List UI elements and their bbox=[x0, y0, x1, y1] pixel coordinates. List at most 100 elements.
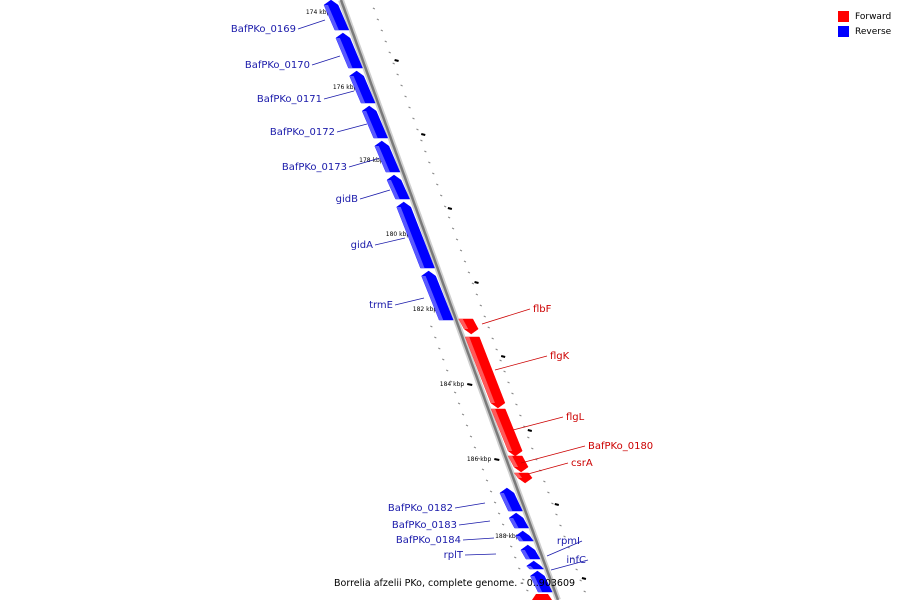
gene-block-BafPKo_0172 bbox=[361, 105, 389, 139]
tick-dot bbox=[392, 62, 395, 65]
tick-dot bbox=[438, 347, 441, 350]
tick-dot bbox=[507, 381, 510, 384]
gene-block-flbF bbox=[458, 318, 479, 335]
kbp-tick-mark bbox=[467, 383, 473, 386]
tick-dot bbox=[372, 7, 376, 10]
tick-dot bbox=[420, 139, 423, 142]
tick-dot bbox=[511, 392, 514, 395]
tick-dot bbox=[380, 29, 384, 32]
tick-dot bbox=[432, 172, 435, 175]
gene-arrow bbox=[361, 105, 389, 139]
gene-highlight bbox=[374, 146, 390, 172]
kbp-tick-label: 184 kbp bbox=[440, 381, 465, 388]
tick-dot bbox=[514, 556, 517, 559]
gene-label-BafPKo_0170: BafPKo_0170 bbox=[245, 60, 310, 71]
gene-label-gidB: gidB bbox=[336, 194, 358, 205]
gene-label-leader bbox=[527, 462, 569, 475]
tick-dot bbox=[489, 490, 493, 493]
tick-dot bbox=[445, 369, 449, 372]
tick-dot bbox=[543, 480, 546, 483]
gene-highlight bbox=[509, 518, 519, 528]
gene-block-gidA bbox=[396, 201, 435, 269]
gene-label-BafPKo_0184: BafPKo_0184 bbox=[396, 535, 461, 546]
tick-dot bbox=[384, 40, 387, 43]
genome-caption: Borrelia afzelii PKo, complete genome. -… bbox=[334, 578, 576, 589]
gene-block-csrA bbox=[513, 472, 533, 484]
gene-block-trmE bbox=[421, 270, 454, 321]
tick-dot bbox=[551, 502, 554, 505]
tick-dot bbox=[559, 524, 562, 527]
gene-label-BafPKo_0183: BafPKo_0183 bbox=[392, 520, 457, 531]
tick-dot bbox=[519, 414, 522, 417]
tick-dot bbox=[531, 447, 534, 450]
gene-arrow bbox=[374, 140, 401, 173]
tick-dot bbox=[424, 150, 427, 153]
gene-label-csrA: csrA bbox=[571, 458, 593, 469]
gene-block-gidB bbox=[386, 174, 410, 200]
legend: Forward Reverse bbox=[838, 9, 891, 39]
gene-label-infC: infC bbox=[566, 555, 586, 566]
tick-dash bbox=[500, 355, 506, 358]
tick-dot bbox=[434, 336, 437, 339]
tick-dot bbox=[453, 391, 457, 394]
gene-highlight bbox=[349, 76, 366, 103]
tick-dot bbox=[461, 413, 465, 416]
tick-dot bbox=[481, 468, 485, 471]
gene-arrow bbox=[526, 560, 545, 570]
legend-forward-label: Forward bbox=[855, 11, 892, 22]
tick-dot bbox=[388, 51, 391, 54]
gene-arrow bbox=[349, 70, 376, 104]
tick-dot bbox=[436, 183, 439, 186]
gene-block-BafPKo_0182 bbox=[499, 487, 523, 512]
tick-dot bbox=[469, 435, 473, 438]
gene-block-BafPKo_0169 bbox=[323, 0, 350, 31]
tick-dash bbox=[554, 503, 560, 506]
legend-reverse: Reverse bbox=[838, 24, 891, 39]
gene-highlight bbox=[362, 111, 378, 138]
kbp-tick-label: 182 kbp bbox=[413, 306, 438, 313]
tick-dot bbox=[451, 227, 455, 230]
tick-dash bbox=[447, 207, 453, 210]
gene-arrow bbox=[464, 336, 506, 409]
tick-dot bbox=[495, 348, 498, 351]
tick-dash bbox=[420, 133, 426, 136]
gene-block-infC bbox=[530, 570, 553, 593]
gene-block-rplT bbox=[520, 544, 541, 560]
gene-label-BafPKo_0182: BafPKo_0182 bbox=[388, 503, 453, 514]
gene-highlight bbox=[458, 319, 469, 329]
tick-dot bbox=[485, 479, 489, 482]
tick-dot bbox=[505, 534, 509, 537]
tick-dot bbox=[479, 304, 483, 307]
tick-dot bbox=[412, 117, 415, 120]
tick-dash bbox=[474, 281, 479, 284]
kbp-tick-mark bbox=[494, 458, 500, 461]
gene-label-leader bbox=[323, 90, 355, 100]
kbp-tick-label: 186 kbp bbox=[467, 456, 492, 463]
gene-block-rpmI bbox=[526, 560, 545, 570]
gene-block-BafPKo_0184 bbox=[515, 530, 534, 542]
gene-label-BafPKo_0172: BafPKo_0172 bbox=[270, 127, 335, 138]
tick-dot bbox=[526, 589, 529, 592]
gene-highlight bbox=[491, 409, 513, 451]
gene-arrow bbox=[386, 174, 410, 200]
gene-label-leader bbox=[348, 157, 381, 168]
gene-arrow bbox=[323, 0, 350, 31]
gene-label-leader bbox=[550, 559, 589, 571]
tick-dot bbox=[563, 535, 566, 538]
tick-dot bbox=[467, 271, 471, 274]
gene-arrow bbox=[507, 455, 529, 473]
gene-label-leader bbox=[464, 553, 497, 556]
gene-arrow bbox=[458, 318, 479, 335]
gene-label-rplT: rplT bbox=[444, 550, 464, 561]
gene-label-leader bbox=[546, 540, 583, 557]
gene-arrow bbox=[499, 487, 523, 512]
gene-label-leader bbox=[494, 355, 548, 371]
forward-swatch bbox=[838, 11, 849, 22]
gene-highlight bbox=[515, 536, 524, 541]
gene-label-BafPKo_0180: BafPKo_0180 bbox=[588, 441, 653, 452]
tick-dot bbox=[463, 260, 467, 263]
tick-dash bbox=[581, 577, 587, 580]
gene-highlight bbox=[526, 566, 534, 569]
gene-label-BafPKo_0173: BafPKo_0173 bbox=[282, 162, 347, 173]
